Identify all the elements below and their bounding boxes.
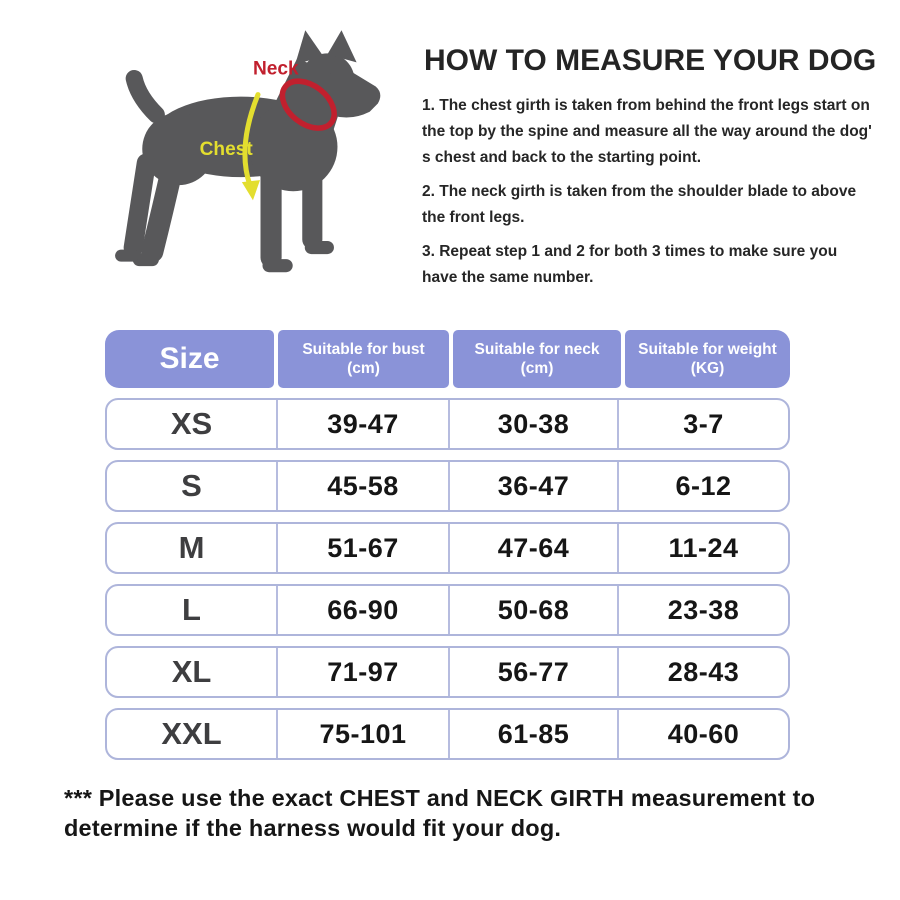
header-cell-neck: Suitable for neck (cm)	[453, 330, 621, 388]
header-label: Suitable for neck	[474, 341, 600, 358]
dog-tail	[125, 69, 165, 124]
neck-girth-marker: Neck	[253, 58, 337, 131]
dog-ear-left	[295, 30, 324, 65]
cell-weight: 11-24	[617, 524, 788, 572]
instruction-steps: 1. The chest girth is taken from behind …	[422, 93, 874, 299]
table-row-xxl: XXL 75-101 61-85 40-60	[105, 708, 790, 760]
cell-bust: 71-97	[276, 648, 448, 696]
dog-measure-diagram: Chest Neck	[115, 30, 381, 273]
instruction-step-3: 3. Repeat step 1 and 2 for both 3 times …	[422, 243, 838, 286]
footnote: *** Please use the exact CHEST and NECK …	[64, 785, 816, 841]
header-unit: (cm)	[520, 360, 554, 377]
page-title: HOW TO MEASURE YOUR DOG	[424, 44, 877, 77]
cell-size: XXL	[161, 716, 222, 751]
header-label: Suitable for weight	[638, 341, 777, 358]
header-label: Suitable for bust	[302, 341, 425, 358]
dog-ear-right	[327, 30, 357, 63]
cell-neck: 36-47	[448, 462, 617, 510]
header-cell-bust: Suitable for bust (cm)	[278, 330, 449, 388]
neck-girth-ring	[279, 78, 337, 131]
instruction-step-2: 2. The neck girth is taken from the shou…	[422, 183, 857, 226]
cell-size: S	[181, 468, 202, 503]
cell-size: XL	[171, 654, 212, 689]
header-label: Size	[159, 342, 220, 375]
cell-weight: 23-38	[617, 586, 788, 634]
cell-size: M	[178, 530, 205, 565]
dog-hind-leg-near	[141, 155, 184, 263]
cell-neck: 61-85	[448, 710, 617, 758]
dog-hind-leg-far	[123, 153, 156, 258]
table-row-l: L 66-90 50-68 23-38	[105, 584, 790, 636]
cell-weight: 28-43	[617, 648, 788, 696]
table-row-xl: XL 71-97 56-77 28-43	[105, 646, 790, 698]
dog-muzzle	[329, 58, 381, 118]
instruction-step-1: 1. The chest girth is taken from behind …	[422, 97, 872, 166]
table-row-m: M 51-67 47-64 11-24	[105, 522, 790, 574]
chest-girth-marker: Chest	[200, 92, 261, 201]
cell-weight: 3-7	[617, 400, 788, 448]
cell-neck: 30-38	[448, 400, 617, 448]
table-row-s: S 45-58 36-47 6-12	[105, 460, 790, 512]
header-unit: (cm)	[347, 360, 380, 377]
cell-weight: 40-60	[617, 710, 788, 758]
chest-label: Chest	[200, 139, 254, 160]
cell-size: L	[182, 592, 201, 627]
cell-neck: 50-68	[448, 586, 617, 634]
chest-arrowhead-icon	[241, 180, 260, 201]
cell-bust: 39-47	[276, 400, 448, 448]
header-cell-size: Size	[105, 330, 274, 388]
cell-bust: 45-58	[276, 462, 448, 510]
cell-weight: 6-12	[617, 462, 788, 510]
header-unit: (KG)	[690, 360, 725, 377]
chest-girth-arc	[242, 92, 261, 188]
header-cell-weight: Suitable for weight (KG)	[625, 330, 790, 388]
cell-bust: 75-101	[276, 710, 448, 758]
size-table-header: Size Suitable for bust (cm) Suitable for…	[105, 330, 790, 388]
dog-silhouette	[115, 30, 381, 273]
cell-bust: 66-90	[276, 586, 448, 634]
table-row-xs: XS 39-47 30-38 3-7	[105, 398, 790, 450]
cell-bust: 51-67	[276, 524, 448, 572]
cell-size: XS	[170, 406, 213, 441]
cell-neck: 56-77	[448, 648, 617, 696]
size-table: Size Suitable for bust (cm) Suitable for…	[105, 330, 790, 760]
cell-neck: 47-64	[448, 524, 617, 572]
dog-rump	[142, 112, 215, 186]
neck-label: Neck	[253, 58, 299, 79]
